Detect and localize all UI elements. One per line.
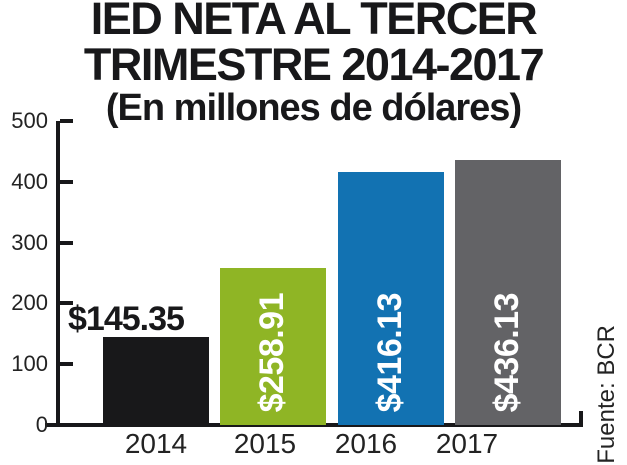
x-tick-label-2017: 2017 bbox=[435, 428, 499, 459]
x-tick-label-2014: 2014 bbox=[124, 428, 188, 459]
bar-value-wrap-2017: $436.13 bbox=[455, 160, 561, 412]
bar-value-label-2015: $258.91 bbox=[253, 292, 292, 412]
chart-title-line1: IED NETA AL TERCER bbox=[90, 0, 538, 44]
chart-title-line2: TRIMESTRE 2014-2017 bbox=[83, 39, 545, 90]
bar-2017 bbox=[455, 160, 561, 425]
y-tick-label-0: 0 bbox=[35, 412, 48, 437]
source-text: Fuente: BCR bbox=[592, 325, 620, 464]
bar-2016 bbox=[338, 172, 444, 425]
y-tick-label-100: 100 bbox=[11, 351, 48, 376]
y-tick-300 bbox=[60, 241, 73, 245]
bar-value-wrap-2015: $258.91 bbox=[220, 268, 326, 412]
y-tick-label-400: 400 bbox=[11, 169, 48, 194]
x-tick-label-2015: 2015 bbox=[233, 428, 297, 459]
y-tick-100 bbox=[60, 362, 73, 366]
y-axis-line bbox=[56, 121, 60, 425]
bar-value-label-2017: $436.13 bbox=[488, 292, 527, 412]
x-axis-line bbox=[45, 423, 583, 427]
source-note: Fuente: BCR bbox=[591, 325, 623, 464]
y-tick-label-300: 300 bbox=[11, 230, 48, 255]
chart-subtitle: (En millones de dólares) bbox=[105, 87, 522, 129]
y-tick-400 bbox=[60, 180, 73, 184]
y-tick-500 bbox=[60, 119, 73, 123]
y-tick-200 bbox=[60, 301, 73, 305]
bar-value-wrap-2016: $416.13 bbox=[338, 172, 444, 412]
x-tick-label-2016: 2016 bbox=[334, 428, 398, 459]
y-tick-label-200: 200 bbox=[11, 290, 48, 315]
bar-value-label-2014: $145.35 bbox=[68, 300, 185, 338]
x-axis-end-tick bbox=[579, 411, 583, 425]
bar-value-label-2016: $416.13 bbox=[371, 292, 410, 412]
y-tick-label-500: 500 bbox=[11, 108, 48, 133]
bar-2014 bbox=[103, 337, 209, 425]
bar-2015 bbox=[220, 268, 326, 425]
chart-title: IED NETA AL TERCER TRIMESTRE 2014-2017 bbox=[0, 0, 627, 88]
